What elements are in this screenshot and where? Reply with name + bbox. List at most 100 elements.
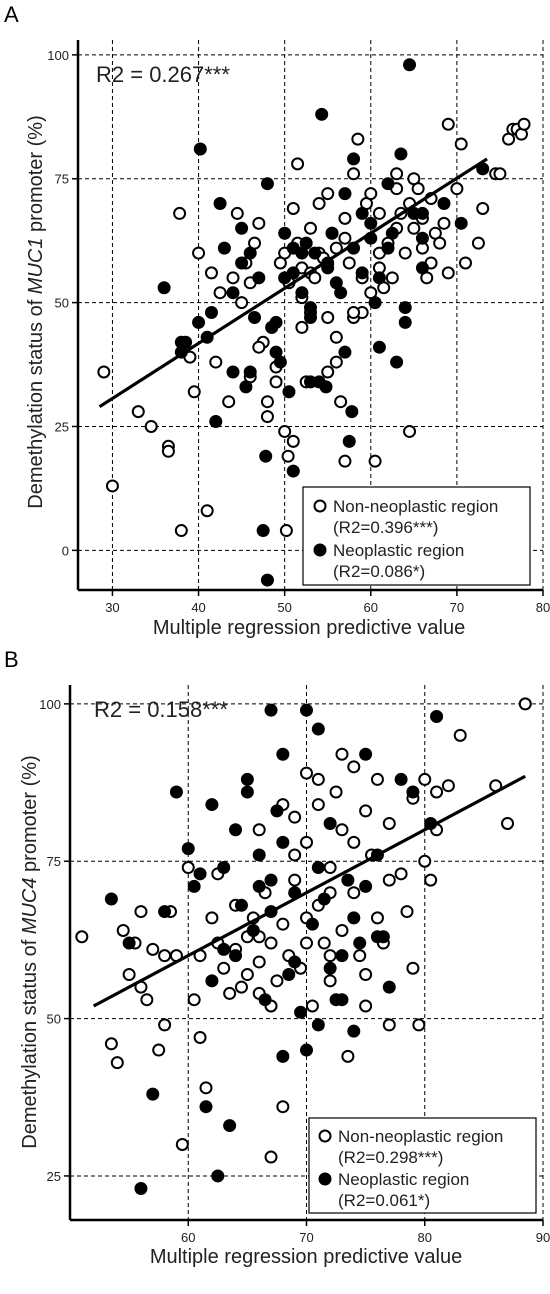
point-non-neoplastic (323, 861, 337, 875)
point-neoplastic (370, 930, 384, 944)
point-non-neoplastic (152, 1043, 166, 1057)
point-neoplastic (315, 107, 329, 121)
point-non-neoplastic (450, 182, 464, 196)
point-neoplastic (264, 703, 278, 717)
point-non-neoplastic (174, 524, 188, 538)
point-non-neoplastic (407, 221, 421, 235)
point-neoplastic (179, 335, 193, 349)
point-non-neoplastic (476, 201, 490, 215)
point-neoplastic (359, 879, 373, 893)
figure-panel-a: A 30 40 50 60 70 80 0 25 50 75 100 R2 = 0.267*** N… (4, 2, 550, 639)
point-neoplastic (243, 246, 257, 260)
point-non-neoplastic (192, 246, 206, 260)
x-axis-label: Multiple regression predictive value (150, 1246, 462, 1268)
point-neoplastic (276, 747, 290, 761)
point-non-neoplastic (146, 942, 160, 956)
point-neoplastic (437, 197, 451, 211)
point-non-neoplastic (300, 766, 313, 780)
point-neoplastic (211, 1169, 225, 1183)
point-non-neoplastic (264, 1150, 278, 1164)
scatter-chart-b: B 60 70 80 90 25 50 75 100 R2 = 0.158*** Non-ne… (4, 647, 550, 1268)
point-neoplastic (288, 955, 302, 969)
y-axis-label-gene: MUC1 (25, 238, 47, 295)
point-neoplastic (226, 286, 240, 300)
point-non-neoplastic (158, 949, 172, 963)
point-non-neoplastic (347, 835, 361, 849)
point-neoplastic (353, 936, 367, 950)
point-non-neoplastic (288, 810, 302, 824)
point-neoplastic (334, 286, 348, 300)
legend-marker-filled (318, 1172, 332, 1186)
point-neoplastic (300, 703, 313, 717)
point-neoplastic (213, 197, 227, 211)
point-non-neoplastic (209, 355, 223, 369)
point-non-neoplastic (308, 271, 322, 285)
point-non-neoplastic (269, 375, 283, 389)
x-axis-label: Multiple regression predictive value (153, 617, 465, 639)
point-non-neoplastic (281, 449, 295, 463)
legend-stat-neoplastic: (R2=0.086*) (333, 562, 425, 581)
y-tick-label: 100 (39, 697, 61, 712)
point-non-neoplastic (295, 320, 309, 334)
point-non-neoplastic (493, 167, 507, 181)
point-non-neoplastic (359, 999, 373, 1013)
point-neoplastic (229, 823, 243, 837)
point-non-neoplastic (347, 760, 361, 774)
point-neoplastic (394, 147, 408, 161)
point-non-neoplastic (311, 772, 325, 786)
point-non-neoplastic (418, 854, 432, 868)
point-neoplastic (390, 355, 404, 369)
point-non-neoplastic (105, 479, 119, 493)
point-non-neoplastic (430, 785, 444, 799)
point-non-neoplastic (394, 867, 408, 881)
point-non-neoplastic (347, 886, 361, 900)
point-neoplastic (217, 861, 231, 875)
y-axis-label-prefix: Demethylation status of (19, 934, 41, 1149)
point-neoplastic (169, 785, 183, 799)
y-tick-label: 50 (55, 296, 69, 311)
point-neoplastic (181, 842, 195, 856)
point-neoplastic (304, 301, 317, 315)
point-non-neoplastic (370, 772, 384, 786)
x-tick-label: 70 (299, 1230, 313, 1245)
point-non-neoplastic (359, 804, 373, 818)
point-neoplastic (286, 241, 300, 255)
point-neoplastic (205, 974, 219, 988)
point-non-neoplastic (441, 117, 455, 131)
point-neoplastic (260, 177, 274, 191)
point-neoplastic (240, 785, 254, 799)
point-neoplastic (256, 524, 270, 538)
point-neoplastic (276, 835, 290, 849)
scatter-chart-a: A 30 40 50 60 70 80 0 25 50 75 100 R2 = 0.267*** N… (4, 2, 550, 639)
point-neoplastic (299, 236, 313, 250)
point-neoplastic (381, 177, 395, 191)
legend-stat-nonneoplastic: (R2=0.396***) (333, 518, 438, 537)
point-non-neoplastic (234, 980, 248, 994)
point-non-neoplastic (459, 256, 472, 270)
point-neoplastic (359, 747, 373, 761)
panel-label: A (4, 2, 19, 27)
point-non-neoplastic (260, 395, 274, 409)
point-neoplastic (335, 949, 349, 963)
point-non-neoplastic (161, 444, 175, 458)
point-neoplastic (260, 573, 274, 587)
point-neoplastic (311, 861, 325, 875)
point-neoplastic (355, 266, 369, 280)
panel-label: B (4, 647, 19, 672)
point-non-neoplastic (441, 779, 455, 793)
point-neoplastic (217, 241, 231, 255)
point-non-neoplastic (240, 968, 254, 982)
point-neoplastic (282, 968, 296, 982)
point-non-neoplastic (329, 355, 343, 369)
y-axis-label-suffix: promoter (%) (19, 755, 41, 877)
point-non-neoplastic (110, 1056, 124, 1070)
point-non-neoplastic (407, 172, 421, 186)
point-non-neoplastic (437, 216, 451, 230)
point-non-neoplastic (217, 961, 231, 975)
legend-label-nonneoplastic: Non-neoplastic region (333, 497, 498, 516)
x-tick-label: 40 (191, 600, 205, 615)
point-neoplastic (240, 772, 254, 786)
point-neoplastic (317, 892, 331, 906)
point-non-neoplastic (235, 296, 249, 310)
point-neoplastic (294, 1005, 308, 1019)
